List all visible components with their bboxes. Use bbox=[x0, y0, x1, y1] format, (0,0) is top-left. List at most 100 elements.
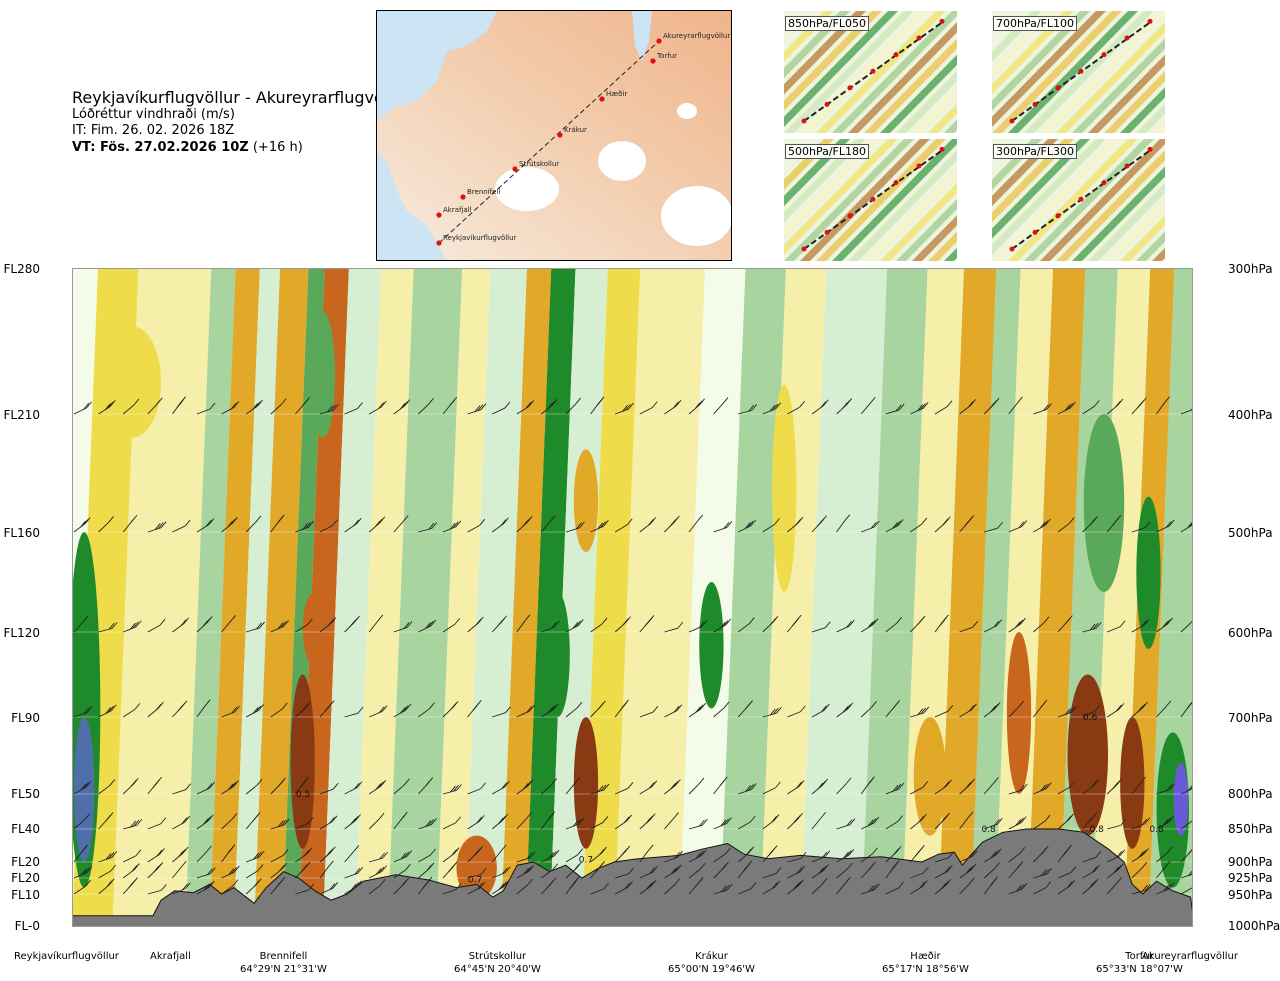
wind-barb-shaft bbox=[98, 521, 109, 533]
wind-barb-flag bbox=[1018, 700, 1025, 708]
wind-barb-shaft bbox=[270, 404, 282, 415]
wind-barb-flag bbox=[427, 620, 434, 628]
contour-band bbox=[994, 268, 1054, 927]
wind-barb bbox=[491, 813, 509, 830]
wind-barb bbox=[885, 860, 900, 879]
minimap-station bbox=[1147, 146, 1153, 152]
wind-barb-flag bbox=[328, 618, 334, 626]
wind-barb-flag bbox=[355, 517, 362, 525]
wind-barb bbox=[368, 779, 387, 795]
wind-barb-shaft bbox=[959, 626, 973, 633]
wind-barb-flag bbox=[848, 848, 855, 856]
wind-barb-shaft bbox=[196, 408, 211, 415]
wind-barb-flag bbox=[994, 818, 1000, 826]
wind-barb bbox=[1033, 699, 1048, 718]
wind-barb-flag bbox=[1070, 706, 1077, 713]
wind-barb-flag bbox=[108, 515, 115, 523]
wind-barb-flag bbox=[325, 850, 332, 858]
wind-barb-shaft bbox=[885, 622, 897, 633]
wind-barb-flag bbox=[1040, 869, 1047, 877]
wind-barb bbox=[221, 516, 238, 533]
wind-barb bbox=[221, 844, 236, 863]
wind-barb-shaft bbox=[1106, 883, 1117, 895]
wind-barb bbox=[442, 784, 462, 795]
minimap-stripe bbox=[1040, 139, 1165, 261]
wind-barb-flag bbox=[947, 705, 954, 712]
wind-barb-flag bbox=[522, 783, 529, 790]
wind-barb-flag bbox=[177, 704, 184, 712]
wind-barb-flag bbox=[453, 847, 460, 854]
wind-barb-flag bbox=[182, 846, 189, 854]
wind-barb bbox=[221, 865, 240, 879]
wind-barb-flag bbox=[895, 404, 902, 412]
wind-barb bbox=[1156, 783, 1176, 795]
wind-barb bbox=[860, 861, 877, 879]
wind-barb bbox=[73, 813, 90, 830]
wind-barb bbox=[172, 783, 192, 795]
wind-barb bbox=[565, 776, 581, 795]
wind-barb-flag bbox=[694, 402, 701, 410]
minimap-station bbox=[893, 52, 899, 58]
wind-barb bbox=[246, 621, 265, 633]
wind-barb bbox=[614, 616, 631, 633]
wind-barb bbox=[860, 776, 875, 795]
wind-barb-flag bbox=[472, 850, 479, 857]
wind-barb bbox=[836, 876, 851, 895]
wind-barb bbox=[836, 818, 856, 830]
wind-barb-flag bbox=[873, 816, 880, 824]
minimap-station bbox=[1101, 52, 1107, 58]
wind-barb-flag bbox=[404, 399, 411, 406]
wind-barb-flag bbox=[256, 622, 262, 630]
glacier-3 bbox=[661, 186, 731, 246]
wind-barb bbox=[491, 880, 510, 895]
wind-barb-shaft bbox=[492, 407, 506, 415]
wind-barb-flag bbox=[176, 401, 183, 408]
wind-barb-flag bbox=[234, 705, 241, 713]
wind-barb-flag bbox=[380, 779, 387, 787]
wind-barb bbox=[418, 397, 434, 415]
wind-barb bbox=[344, 880, 362, 895]
wind-barb bbox=[147, 884, 167, 895]
wind-barb-flag bbox=[230, 614, 236, 622]
minimap-stripe bbox=[992, 11, 1074, 95]
wind-barb-flag bbox=[353, 845, 360, 852]
wind-barb-flag bbox=[480, 403, 487, 410]
minimap-stripe bbox=[1120, 215, 1165, 261]
wind-barb-flag bbox=[159, 618, 166, 626]
minimap-station bbox=[1078, 68, 1084, 74]
wind-barb bbox=[959, 399, 976, 415]
minimap-station bbox=[847, 85, 853, 91]
bay bbox=[377, 11, 497, 121]
wind-barb-flag bbox=[818, 867, 824, 875]
wind-barb bbox=[196, 781, 216, 795]
wind-barb-shaft bbox=[344, 851, 355, 863]
wind-barb-flag bbox=[1119, 620, 1126, 628]
wind-barb bbox=[98, 400, 116, 415]
wind-barb bbox=[959, 850, 978, 863]
wind-barb bbox=[762, 402, 782, 415]
wind-barb bbox=[934, 400, 953, 415]
wind-barb-flag bbox=[1165, 700, 1172, 708]
wind-barb bbox=[196, 616, 213, 633]
wind-barb bbox=[319, 700, 335, 718]
wind-barb-flag bbox=[842, 706, 849, 713]
wind-barb bbox=[221, 879, 239, 895]
wind-barb-shaft bbox=[196, 705, 206, 718]
wind-barb-flag bbox=[1015, 863, 1022, 871]
wind-barb bbox=[984, 817, 1003, 830]
wind-barb-flag bbox=[670, 867, 677, 875]
wind-barb-flag bbox=[848, 619, 855, 627]
wind-barb bbox=[983, 862, 1000, 879]
wind-barb-flag bbox=[357, 866, 364, 874]
terrain-profile bbox=[72, 828, 1193, 927]
wind-barb bbox=[73, 517, 91, 533]
wind-barb-flag bbox=[477, 616, 484, 624]
wind-barb-flag bbox=[1091, 866, 1098, 873]
wind-barb-flag bbox=[1017, 619, 1024, 627]
wind-barb-flag bbox=[896, 616, 903, 624]
wind-barb bbox=[910, 615, 926, 633]
wind-barb-flag bbox=[922, 402, 929, 409]
wind-barb-shaft bbox=[1131, 782, 1141, 795]
wind-barb-flag bbox=[1141, 818, 1148, 826]
wind-barb-flag bbox=[353, 882, 360, 889]
